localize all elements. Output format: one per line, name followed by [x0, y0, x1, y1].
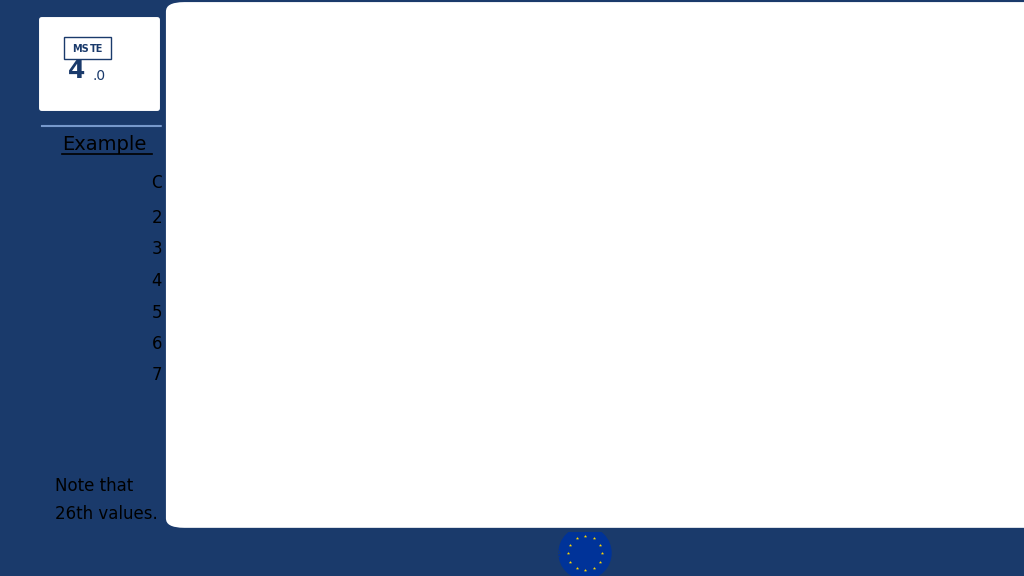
Text: $(10) = 40.9$: $(10) = 40.9$ [841, 238, 941, 258]
Text: 60-under 70: 60-under 70 [152, 335, 254, 353]
Text: 20-under 30: 20-under 30 [152, 209, 254, 227]
Text: 50-under 60: 50-under 60 [152, 304, 254, 321]
Text: Note that: Note that [55, 477, 143, 495]
FancyBboxPatch shape [38, 16, 161, 112]
Text: 35: 35 [504, 272, 524, 290]
Text: 50: 50 [752, 201, 774, 219]
Text: $- 24$: $- 24$ [788, 215, 827, 233]
Text: 70-under 80: 70-under 80 [152, 366, 254, 385]
Text: N/2: N/2 [170, 477, 199, 495]
Text: 24: 24 [504, 241, 524, 259]
Text: 4: 4 [68, 59, 85, 83]
Text: Erasmus+ Programme: Erasmus+ Programme [428, 547, 561, 559]
Text: Cu. Frequency: Cu. Frequency [482, 174, 600, 192]
Text: 11: 11 [377, 304, 397, 321]
Text: MS: MS [72, 44, 89, 54]
Text: 6: 6 [509, 209, 519, 227]
Text: 46: 46 [504, 304, 524, 321]
Text: 30-under 40: 30-under 40 [152, 241, 254, 259]
Text: of the European Union: of the European Union [429, 559, 561, 573]
Text: TE: TE [90, 44, 103, 54]
Circle shape [559, 527, 611, 576]
Text: 3: 3 [382, 335, 392, 353]
Text: Co-funded by the: Co-funded by the [443, 533, 547, 547]
Text: 11: 11 [377, 272, 397, 290]
Text: Example: Example [62, 135, 146, 153]
Text: Frequency: Frequency [345, 174, 431, 192]
Text: .0: .0 [93, 69, 106, 83]
Text: 6: 6 [382, 209, 392, 227]
Text: Measures of Central Tendency: Measures of Central Tendency [314, 37, 786, 65]
Text: Class Interval: Class Interval [152, 174, 264, 192]
Text: Grouped Data: Grouped Data [441, 74, 658, 102]
Text: = 25, therefore the median is the average of the 25th and: = 25, therefore the median is the averag… [208, 477, 698, 495]
Text: 11: 11 [773, 261, 797, 279]
Text: Median $= 40 +$: Median $= 40 +$ [592, 239, 727, 257]
Text: 50: 50 [504, 366, 524, 385]
FancyBboxPatch shape [63, 37, 111, 59]
Text: N = 50: N = 50 [358, 398, 416, 416]
Text: 2: 2 [758, 232, 769, 250]
Text: 18: 18 [377, 241, 397, 259]
Text: 49: 49 [504, 335, 524, 353]
Text: 40-under 50: 40-under 50 [152, 272, 254, 290]
Text: 26th values.  So, the median class: 40-under 50.: 26th values. So, the median class: 40-un… [55, 505, 459, 523]
Text: 1: 1 [382, 366, 392, 385]
